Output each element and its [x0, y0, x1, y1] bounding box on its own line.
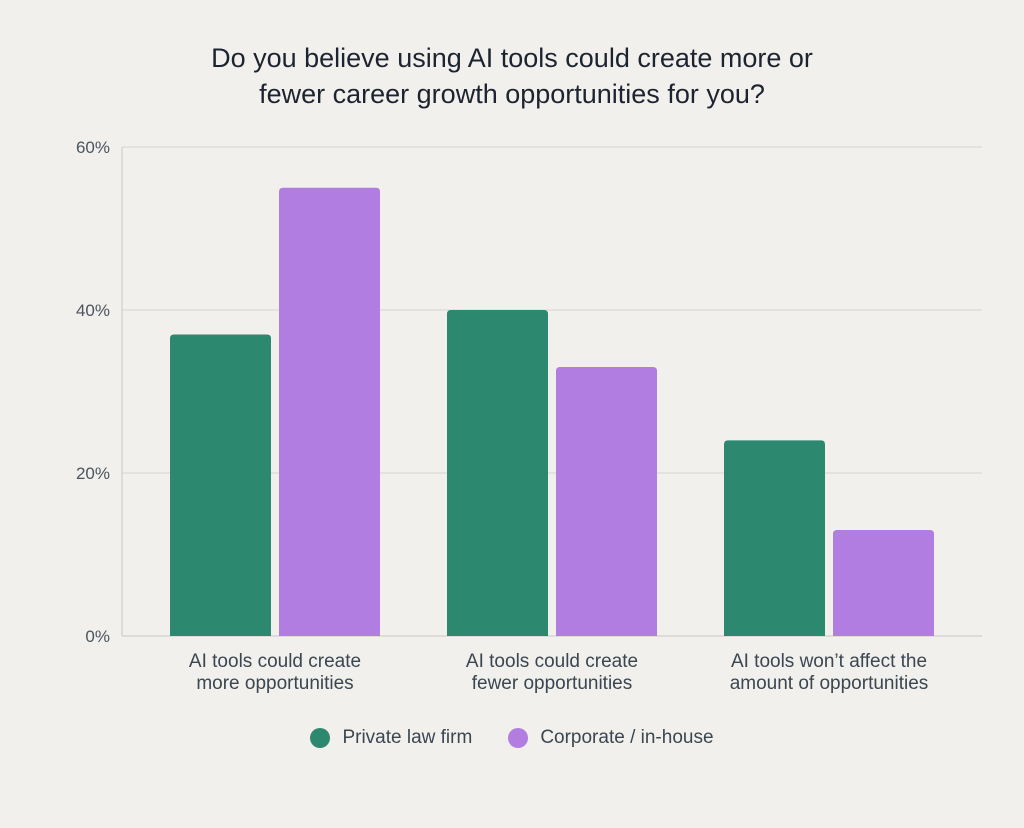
legend-swatch-corporate-in-house — [508, 728, 529, 748]
legend-label-private-law-firm: Private law firm — [342, 727, 473, 748]
chart-title: Do you believe using AI tools could crea… — [0, 40, 1024, 112]
bar — [556, 367, 657, 636]
legend-item-corporate-in-house: Corporate / in-house — [508, 727, 714, 749]
y-tick-label: 0% — [85, 627, 110, 646]
y-tick-label: 40% — [76, 301, 110, 320]
legend-label-corporate-in-house: Corporate / in-house — [540, 727, 714, 748]
bar — [279, 187, 380, 636]
y-tick-label: 20% — [76, 464, 110, 483]
x-category-label: AI tools could create — [466, 651, 638, 672]
legend-item-private-law-firm: Private law firm — [310, 727, 472, 749]
x-category-label: fewer opportunities — [472, 673, 633, 694]
bar — [170, 334, 271, 636]
x-category-label: amount of opportunities — [730, 673, 929, 694]
x-category-label: AI tools won’t affect the — [731, 651, 927, 672]
bar — [724, 440, 825, 636]
chart-title-line-2: fewer career growth opportunities for yo… — [259, 79, 765, 109]
x-category-label: AI tools could create — [189, 651, 361, 672]
legend: Private law firm Corporate / in-house — [0, 727, 1024, 749]
bar — [447, 310, 548, 636]
bar — [833, 530, 934, 636]
legend-swatch-private-law-firm — [310, 728, 331, 748]
y-tick-label: 60% — [76, 138, 110, 157]
chart-title-line-1: Do you believe using AI tools could crea… — [211, 43, 813, 73]
x-category-label: more opportunities — [196, 673, 353, 694]
